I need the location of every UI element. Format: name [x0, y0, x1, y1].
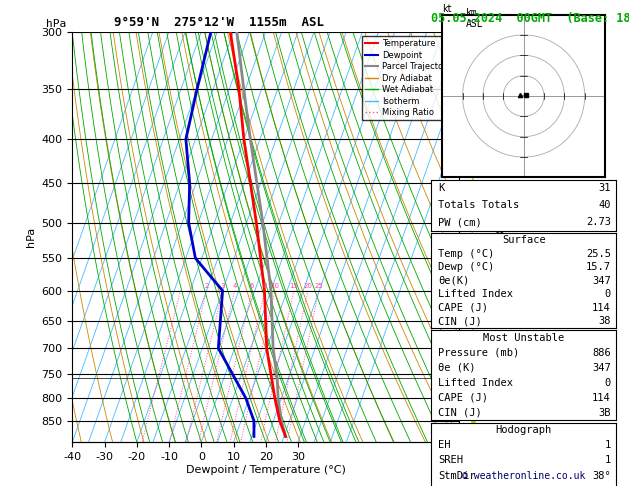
- Text: θe (K): θe (K): [438, 363, 476, 373]
- Text: 25: 25: [314, 283, 323, 289]
- Text: θe(K): θe(K): [438, 276, 469, 286]
- Text: StmDir: StmDir: [438, 470, 476, 481]
- Y-axis label: hPa: hPa: [26, 227, 36, 247]
- Text: Temp (°C): Temp (°C): [438, 248, 494, 259]
- Text: kt: kt: [442, 4, 452, 14]
- Text: Lifted Index: Lifted Index: [438, 378, 513, 388]
- Text: K: K: [438, 183, 445, 193]
- Text: CAPE (J): CAPE (J): [438, 393, 488, 403]
- Text: 3: 3: [221, 283, 225, 289]
- Text: Hodograph: Hodograph: [496, 425, 552, 435]
- Text: km
ASL: km ASL: [465, 8, 483, 29]
- Text: 38: 38: [598, 316, 611, 326]
- Text: 4: 4: [233, 283, 237, 289]
- Text: Surface: Surface: [502, 235, 545, 245]
- Text: 114: 114: [592, 303, 611, 313]
- Text: 347: 347: [592, 363, 611, 373]
- Text: 886: 886: [592, 348, 611, 358]
- Text: 0: 0: [604, 289, 611, 299]
- Text: 15.7: 15.7: [586, 262, 611, 272]
- X-axis label: Dewpoint / Temperature (°C): Dewpoint / Temperature (°C): [186, 465, 346, 475]
- Text: 1: 1: [604, 455, 611, 466]
- Text: 38°: 38°: [592, 470, 611, 481]
- Text: Most Unstable: Most Unstable: [483, 333, 564, 343]
- Text: 6: 6: [250, 283, 254, 289]
- Text: 05.05.2024  00GMT  (Base: 18): 05.05.2024 00GMT (Base: 18): [431, 12, 629, 25]
- Text: 0: 0: [604, 378, 611, 388]
- Text: 3B: 3B: [598, 408, 611, 418]
- Text: 8: 8: [262, 283, 267, 289]
- Text: 2.73: 2.73: [586, 217, 611, 227]
- Text: 40: 40: [598, 200, 611, 210]
- Y-axis label: Mixing Ratio (g/kg): Mixing Ratio (g/kg): [493, 191, 503, 283]
- Text: EH: EH: [438, 440, 451, 451]
- Text: 1: 1: [604, 440, 611, 451]
- Text: 25.5: 25.5: [586, 248, 611, 259]
- Text: SREH: SREH: [438, 455, 464, 466]
- Text: CAPE (J): CAPE (J): [438, 303, 488, 313]
- Text: 9°59'N  275°12'W  1155m  ASL: 9°59'N 275°12'W 1155m ASL: [114, 16, 325, 29]
- Text: hPa: hPa: [46, 19, 66, 29]
- Text: 31: 31: [598, 183, 611, 193]
- Text: CIN (J): CIN (J): [438, 408, 482, 418]
- Text: Lifted Index: Lifted Index: [438, 289, 513, 299]
- Text: Pressure (mb): Pressure (mb): [438, 348, 520, 358]
- Text: CIN (J): CIN (J): [438, 316, 482, 326]
- Text: 15: 15: [289, 283, 298, 289]
- Text: PW (cm): PW (cm): [438, 217, 482, 227]
- Text: Dewp (°C): Dewp (°C): [438, 262, 494, 272]
- Text: 114: 114: [592, 393, 611, 403]
- Legend: Temperature, Dewpoint, Parcel Trajectory, Dry Adiabat, Wet Adiabat, Isotherm, Mi: Temperature, Dewpoint, Parcel Trajectory…: [362, 36, 455, 121]
- Text: 10: 10: [270, 283, 279, 289]
- Text: 20: 20: [303, 283, 312, 289]
- Text: 2: 2: [204, 283, 209, 289]
- Text: Totals Totals: Totals Totals: [438, 200, 520, 210]
- Text: © weatheronline.co.uk: © weatheronline.co.uk: [462, 471, 586, 481]
- Text: 347: 347: [592, 276, 611, 286]
